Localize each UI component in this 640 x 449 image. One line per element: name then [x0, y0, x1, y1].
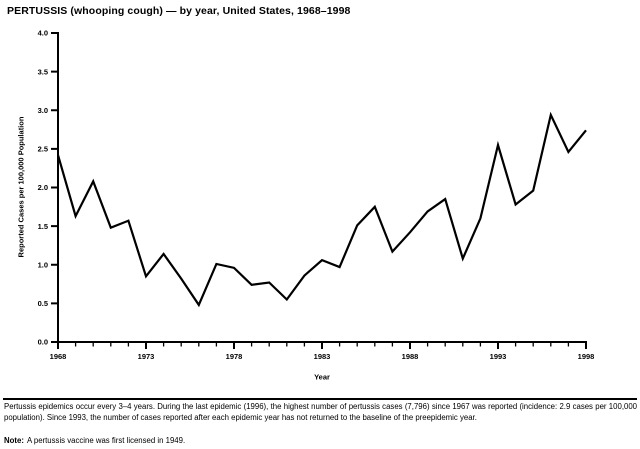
y-tick-label: 1.0 [38, 260, 48, 269]
pertussis-incidence-line [56, 111, 587, 308]
y-tick-label: 0.5 [38, 299, 48, 308]
footnote-divider [3, 398, 637, 400]
y-tick-label: 1.5 [38, 222, 48, 231]
x-tick-label: 1978 [226, 352, 243, 361]
chart-canvas: 0.0 0.5 1.0 1.5 2.0 2.5 3.0 3.5 4.0 1968 1973 1978 1… [38, 29, 595, 361]
note-text: A pertussis vaccine was first licensed i… [26, 436, 186, 445]
footnote-paragraph: Pertussis epidemics occur every 3–4 year… [4, 402, 637, 422]
x-tick-label: 1968 [50, 352, 67, 361]
x-tick-label: 1993 [490, 352, 507, 361]
footnote-note: Note: A pertussis vaccine was first licen… [4, 436, 185, 445]
x-axis-title: Year [314, 372, 330, 382]
y-tick-label: 3.0 [38, 106, 48, 115]
y-tick-label: 0.0 [38, 338, 48, 347]
x-tick-label: 1973 [138, 352, 155, 361]
y-tick-label: 4.0 [38, 29, 48, 38]
x-tick-label: 1983 [314, 352, 331, 361]
y-tick-label: 2.0 [38, 183, 48, 192]
y-tick-label: 2.5 [38, 145, 48, 154]
y-tick-label: 3.5 [38, 67, 48, 76]
chart-title: PERTUSSIS (whooping cough) — by year, Un… [7, 5, 351, 17]
x-tick-label: 1998 [578, 352, 595, 361]
x-tick-label: 1988 [402, 352, 419, 361]
note-label: Note: [4, 436, 24, 445]
